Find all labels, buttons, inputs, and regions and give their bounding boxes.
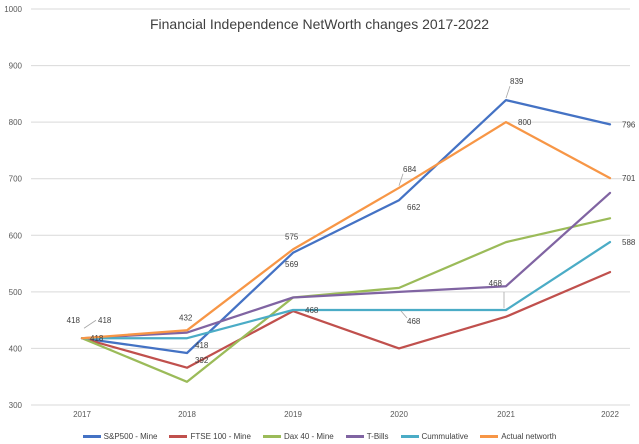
data-label: 432: [179, 313, 193, 322]
legend-item: FTSE 100 - Mine: [169, 428, 251, 444]
label-leader-line: [398, 173, 404, 186]
y-tick-label: 500: [9, 288, 23, 297]
legend-item: S&P500 - Mine: [82, 428, 158, 444]
legend-label: FTSE 100 - Mine: [190, 431, 251, 441]
gridlines: [31, 8, 630, 406]
series-line-3: [80, 191, 612, 340]
data-label: 468: [305, 306, 319, 315]
label-leader-line: [400, 310, 408, 319]
legend-swatch: [400, 434, 419, 438]
label-leader-line: [505, 85, 511, 99]
legend-swatch: [169, 434, 188, 438]
data-labels: 418 392 569 662 839 796 418 468 468 468 588 418 432 5…: [67, 77, 636, 365]
x-tick-label: 2021: [497, 410, 515, 419]
chart-title: Financial Independence NetWorth changes …: [149, 16, 490, 32]
y-tick-label: 800: [9, 118, 23, 127]
y-tick-label: 600: [9, 231, 23, 240]
series-line-4: [80, 240, 612, 340]
legend-label: S&P500 - Mine: [103, 431, 158, 441]
y-tick-label: 400: [9, 344, 23, 353]
x-tick-label: 2017: [73, 410, 91, 419]
y-axis-ticks: 300 400 500 600 700 800 900 1000: [4, 5, 22, 410]
legend-item: Cummulative: [400, 428, 469, 444]
data-label: 701: [622, 174, 636, 183]
legend-label: Cummulative: [421, 431, 469, 441]
legend-swatch: [262, 434, 281, 438]
y-tick-label: 300: [9, 401, 23, 410]
legend-swatch: [480, 434, 499, 438]
x-tick-label: 2022: [601, 410, 619, 419]
legend-label: Dax 40 - Mine: [283, 431, 334, 441]
series-line-2: [80, 217, 612, 383]
legend-swatch: [82, 434, 101, 438]
legend-label: T-Bills: [366, 431, 389, 441]
legend-item: Dax 40 - Mine: [262, 428, 334, 444]
y-tick-label: 1000: [4, 5, 22, 14]
data-label: 418: [90, 334, 104, 343]
data-label: 392: [195, 356, 209, 365]
series-line-5: [80, 120, 612, 340]
data-label: 588: [622, 238, 636, 247]
x-axis-ticks: 2017 2018 2019 2020 2021 2022: [73, 410, 619, 419]
legend-item: T-Bills: [345, 428, 389, 444]
x-tick-label: 2019: [284, 410, 302, 419]
data-label: 418: [98, 316, 112, 325]
data-label: 800: [518, 118, 532, 127]
x-tick-label: 2020: [390, 410, 408, 419]
x-tick-label: 2018: [178, 410, 196, 419]
data-label: 468: [489, 279, 503, 288]
data-label: 468: [407, 317, 421, 326]
data-label: 418: [195, 341, 209, 350]
data-label: 839: [510, 77, 524, 86]
series-line-0: [80, 98, 612, 355]
data-label: 569: [285, 260, 299, 269]
legend-item: Actual networth: [480, 428, 556, 444]
series-lines: [80, 98, 612, 383]
data-label: 796: [622, 120, 636, 129]
legend-label: Actual networth: [501, 431, 557, 441]
legend-swatch: [345, 434, 364, 438]
data-label: 418: [67, 316, 81, 325]
y-tick-label: 700: [9, 175, 23, 184]
data-label: 662: [407, 203, 421, 212]
legend: S&P500 - Mine FTSE 100 - Mine Dax 40 - Min…: [0, 428, 639, 444]
data-label: 575: [285, 232, 299, 241]
label-leader-line: [83, 319, 97, 329]
series-line-1: [80, 270, 612, 369]
data-label: 684: [403, 165, 417, 174]
y-tick-label: 900: [9, 62, 23, 71]
